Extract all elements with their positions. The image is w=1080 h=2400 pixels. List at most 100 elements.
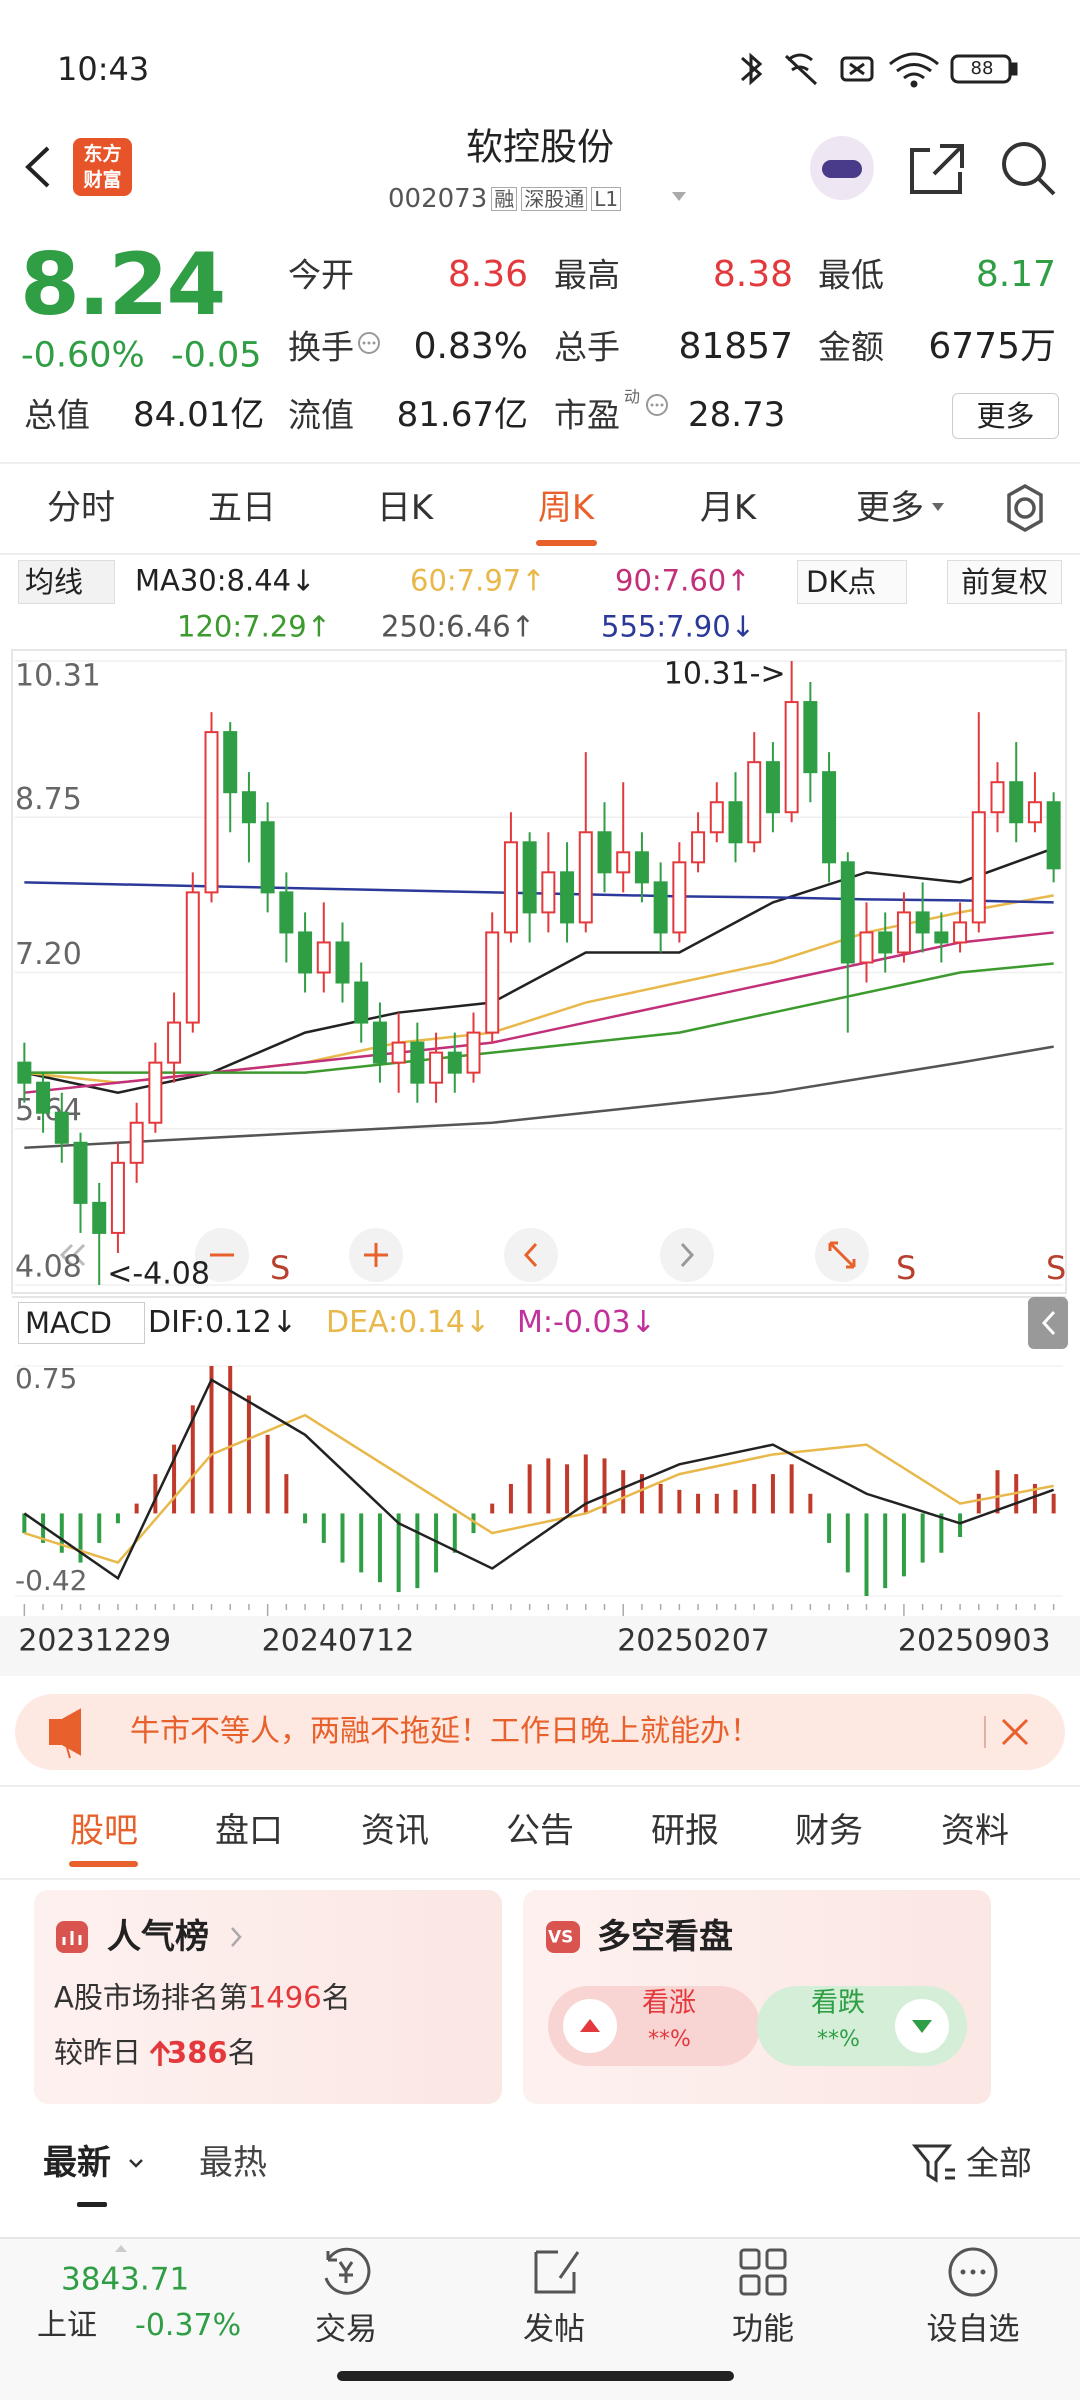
macd-arrow: ↓ bbox=[630, 1305, 656, 1340]
macd-bar bbox=[452, 1513, 457, 1553]
macd-bar bbox=[172, 1444, 177, 1514]
candle-body bbox=[672, 861, 687, 934]
sub-tab[interactable]: 研报 bbox=[651, 1811, 719, 1851]
ma-arrow: ↑ bbox=[306, 609, 332, 644]
macd-bar bbox=[1051, 1493, 1056, 1514]
banner-text[interactable]: 牛市不等人，两融不拖延！工作日晚上就能办！ bbox=[130, 1714, 760, 1749]
chart-buttons[interactable] bbox=[59, 1228, 869, 1282]
filter-icon[interactable] bbox=[911, 2144, 955, 2183]
candle-body bbox=[316, 941, 331, 974]
watch-icon[interactable] bbox=[948, 2247, 998, 2297]
dot bbox=[655, 403, 659, 407]
sub-tab[interactable]: 股吧 bbox=[70, 1811, 138, 1851]
candle-body bbox=[110, 1161, 125, 1234]
period-tab[interactable]: 周K bbox=[537, 488, 595, 528]
settings-icon[interactable] bbox=[1007, 483, 1043, 533]
macd-bar bbox=[303, 1513, 308, 1524]
feed-tab[interactable]: 最新 bbox=[43, 2143, 111, 2183]
ma-selector[interactable]: 均线 bbox=[18, 560, 115, 604]
info-icon[interactable] bbox=[645, 393, 669, 417]
candle-body bbox=[765, 761, 780, 814]
func-icon[interactable] bbox=[765, 2274, 787, 2296]
period-tab[interactable]: 分时 bbox=[47, 488, 115, 528]
period-tab[interactable]: 五日 bbox=[208, 488, 276, 528]
dea-line bbox=[23, 1413, 1054, 1565]
sub-tab[interactable]: 盘口 bbox=[215, 1811, 283, 1851]
candle-body bbox=[803, 701, 818, 774]
macd-bar bbox=[153, 1474, 158, 1514]
stat-label: 最高 bbox=[554, 255, 620, 295]
macd-bar bbox=[565, 1464, 570, 1514]
collapse-tab[interactable] bbox=[1028, 1297, 1068, 1349]
back-icon[interactable] bbox=[25, 146, 50, 188]
tag: 融 bbox=[491, 187, 518, 211]
macd-bar bbox=[471, 1513, 476, 1534]
info-icon[interactable] bbox=[357, 331, 381, 355]
feed-filter[interactable]: 全部 bbox=[966, 2143, 1032, 2183]
candle-body bbox=[204, 731, 219, 894]
macd-bar bbox=[508, 1483, 513, 1514]
candle-body bbox=[260, 821, 275, 894]
post-icon[interactable] bbox=[534, 2250, 580, 2294]
nav-item[interactable]: 功能 bbox=[732, 2311, 794, 2348]
nav-item[interactable]: 发帖 bbox=[523, 2311, 585, 2348]
index-value[interactable]: 3843.71 bbox=[61, 2261, 190, 2298]
candle-body bbox=[1009, 781, 1024, 824]
y-tick-label: 0.75 bbox=[15, 1362, 77, 1395]
candle-body bbox=[878, 931, 893, 954]
banner[interactable] bbox=[15, 1694, 1065, 1770]
banner-close[interactable] bbox=[1001, 1718, 1029, 1746]
period-tab[interactable]: 日K bbox=[376, 488, 434, 528]
tag: L1 bbox=[591, 187, 622, 211]
macd-bar bbox=[321, 1513, 326, 1543]
nav-item[interactable]: 设自选 bbox=[926, 2311, 1020, 2348]
y-tick-label: -0.42 bbox=[15, 1564, 87, 1597]
stat-label: 流值 bbox=[288, 395, 354, 435]
fq-button[interactable]: 前复权 bbox=[947, 560, 1062, 604]
share-icon[interactable] bbox=[910, 144, 964, 194]
func-icon[interactable] bbox=[765, 2248, 787, 2270]
candle-body bbox=[1027, 801, 1042, 824]
stat-value: 81857 bbox=[678, 326, 793, 367]
func-icon[interactable] bbox=[739, 2248, 761, 2270]
feed-tab[interactable]: 最热 bbox=[199, 2143, 267, 2183]
trade-icon[interactable] bbox=[324, 2247, 371, 2295]
dot bbox=[362, 341, 366, 345]
ma-value: 60:7.97 bbox=[410, 563, 522, 598]
macd-bar bbox=[901, 1513, 906, 1577]
x-tick-label: 20250207 bbox=[617, 1624, 770, 1659]
stat-value: 84.01亿 bbox=[133, 395, 265, 435]
candle-body bbox=[971, 811, 986, 924]
index-change[interactable]: -0.37% bbox=[135, 2308, 242, 2343]
search-icon[interactable] bbox=[1002, 142, 1056, 196]
candle-body bbox=[953, 921, 968, 944]
stat-value: 8.17 bbox=[975, 254, 1056, 295]
period-tab[interactable]: 更多 bbox=[856, 488, 924, 528]
dk-button[interactable]: DK点 bbox=[797, 560, 907, 604]
macd-bar bbox=[976, 1493, 981, 1514]
zoom-in-icon bbox=[364, 1243, 388, 1267]
macd-bar bbox=[209, 1366, 214, 1514]
date-band bbox=[0, 1616, 1080, 1676]
candle-body bbox=[709, 801, 724, 834]
more-button[interactable]: 更多 bbox=[952, 393, 1059, 439]
y-tick-label: 8.75 bbox=[15, 782, 82, 817]
next[interactable] bbox=[660, 1228, 714, 1282]
func-icon[interactable] bbox=[739, 2274, 761, 2296]
scroll-left[interactable] bbox=[59, 1243, 86, 1267]
prev[interactable] bbox=[504, 1228, 558, 1282]
macd-bar bbox=[920, 1513, 925, 1563]
sub-tab[interactable]: 资讯 bbox=[361, 1811, 429, 1851]
nav-item[interactable]: 交易 bbox=[315, 2311, 377, 2348]
next-icon bbox=[680, 1242, 695, 1268]
ma-arrow: ↓ bbox=[730, 609, 756, 644]
code-dropdown[interactable] bbox=[672, 192, 686, 201]
stat-value: 81.67亿 bbox=[396, 395, 528, 435]
home-indicator bbox=[337, 2371, 734, 2381]
sub-tab[interactable]: 公告 bbox=[506, 1811, 574, 1851]
index-name[interactable]: 上证 bbox=[37, 2308, 97, 2343]
macd-selector[interactable]: MACD bbox=[18, 1302, 145, 1344]
sub-tab[interactable]: 资料 bbox=[941, 1811, 1009, 1851]
period-tab[interactable]: 月K bbox=[699, 488, 757, 528]
sub-tab[interactable]: 财务 bbox=[795, 1811, 863, 1851]
